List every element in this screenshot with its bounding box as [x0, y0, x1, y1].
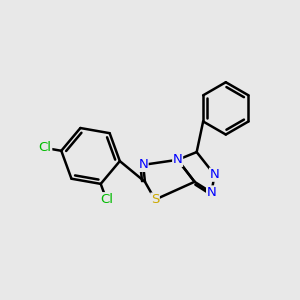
Text: N: N [138, 158, 148, 171]
Text: S: S [151, 193, 159, 206]
Text: Cl: Cl [39, 141, 52, 154]
Text: N: N [210, 168, 219, 181]
Text: N: N [173, 153, 182, 166]
Text: Cl: Cl [100, 193, 113, 206]
Text: N: N [207, 186, 216, 199]
